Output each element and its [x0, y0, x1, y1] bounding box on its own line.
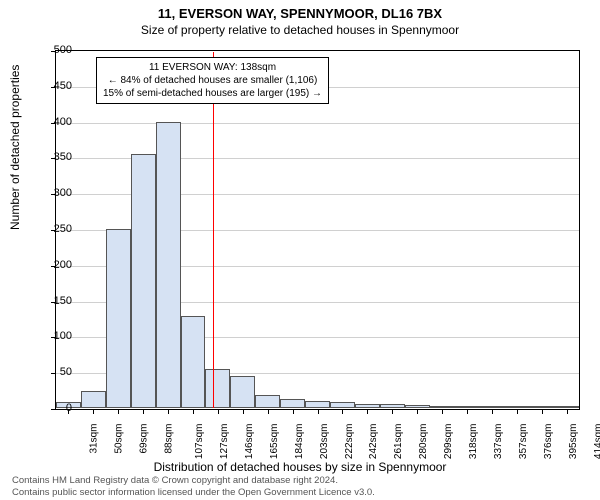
xtick-label: 376sqm: [543, 424, 554, 460]
xtick-mark: [293, 409, 294, 414]
xtick-label: 242sqm: [368, 424, 379, 460]
ytick-label: 0: [66, 402, 72, 414]
footer-attribution: Contains HM Land Registry data © Crown c…: [12, 475, 375, 498]
chart-title-line2: Size of property relative to detached ho…: [0, 21, 600, 37]
xtick-label: 88sqm: [164, 424, 175, 454]
xtick-mark: [367, 409, 368, 414]
histogram-bar: [280, 399, 305, 408]
histogram-bar: [405, 405, 430, 408]
histogram-bar: [255, 395, 280, 408]
ytick-label: 100: [54, 330, 72, 342]
xtick-label: 299sqm: [443, 424, 454, 460]
xtick-label: 146sqm: [244, 424, 255, 460]
footer-line1: Contains HM Land Registry data © Crown c…: [12, 475, 375, 486]
ytick-label: 150: [54, 295, 72, 307]
xtick-mark: [392, 409, 393, 414]
xtick-mark: [168, 409, 169, 414]
ytick-mark: [51, 373, 56, 374]
annotation-line: ← 84% of detached houses are smaller (1,…: [103, 74, 322, 87]
histogram-bar: [106, 229, 131, 408]
x-axis-label: Distribution of detached houses by size …: [0, 460, 600, 474]
histogram-bar: [355, 404, 380, 408]
xtick-mark: [318, 409, 319, 414]
xtick-mark: [467, 409, 468, 414]
xtick-label: 318sqm: [468, 424, 479, 460]
footer-line2: Contains public sector information licen…: [12, 487, 375, 498]
ytick-label: 350: [54, 151, 72, 163]
xtick-mark: [243, 409, 244, 414]
xtick-mark: [567, 409, 568, 414]
histogram-bar: [81, 391, 106, 408]
xtick-label: 50sqm: [114, 424, 125, 454]
xtick-label: 261sqm: [393, 424, 404, 460]
chart-title-line1: 11, EVERSON WAY, SPENNYMOOR, DL16 7BX: [0, 0, 600, 21]
xtick-mark: [268, 409, 269, 414]
xtick-label: 127sqm: [219, 424, 230, 460]
ytick-label: 400: [54, 116, 72, 128]
xtick-mark: [517, 409, 518, 414]
histogram-bar: [156, 122, 181, 408]
annotation-line: 11 EVERSON WAY: 138sqm: [103, 61, 322, 74]
xtick-label: 31sqm: [89, 424, 100, 454]
histogram-bar: [529, 406, 554, 408]
annotation-line: 15% of semi-detached houses are larger (…: [103, 87, 322, 100]
xtick-mark: [93, 409, 94, 414]
histogram-bar: [430, 406, 455, 408]
histogram-bar: [454, 406, 479, 408]
xtick-mark: [417, 409, 418, 414]
plot-area: 11 EVERSON WAY: 138sqm← 84% of detached …: [55, 50, 580, 410]
histogram-bar: [181, 316, 206, 408]
xtick-mark: [118, 409, 119, 414]
xtick-label: 69sqm: [139, 424, 150, 454]
ytick-label: 200: [54, 259, 72, 271]
xtick-mark: [492, 409, 493, 414]
histogram-bar: [504, 406, 529, 408]
xtick-label: 184sqm: [294, 424, 305, 460]
xtick-label: 337sqm: [493, 424, 504, 460]
xtick-label: 414sqm: [593, 424, 600, 460]
xtick-mark: [143, 409, 144, 414]
xtick-mark: [442, 409, 443, 414]
histogram-bar: [230, 376, 255, 408]
histogram-bar: [479, 406, 504, 408]
chart-area: 11 EVERSON WAY: 138sqm← 84% of detached …: [55, 50, 580, 410]
annotation-box: 11 EVERSON WAY: 138sqm← 84% of detached …: [96, 57, 329, 104]
xtick-mark: [342, 409, 343, 414]
xtick-label: 280sqm: [418, 424, 429, 460]
histogram-bar: [205, 369, 230, 408]
xtick-mark: [542, 409, 543, 414]
y-axis-label: Number of detached properties: [8, 65, 22, 230]
grid-line: [56, 123, 579, 124]
xtick-label: 222sqm: [344, 424, 355, 460]
histogram-bar: [131, 154, 156, 408]
histogram-bar: [380, 404, 405, 408]
histogram-bar: [305, 401, 330, 408]
xtick-label: 395sqm: [568, 424, 579, 460]
ytick-label: 450: [54, 80, 72, 92]
histogram-bar: [554, 406, 579, 408]
ytick-label: 250: [54, 223, 72, 235]
xtick-label: 165sqm: [269, 424, 280, 460]
ytick-label: 500: [54, 44, 72, 56]
xtick-label: 203sqm: [319, 424, 330, 460]
ytick-label: 300: [54, 187, 72, 199]
xtick-mark: [193, 409, 194, 414]
chart-container: 11, EVERSON WAY, SPENNYMOOR, DL16 7BX Si…: [0, 0, 600, 500]
ytick-mark: [51, 409, 56, 410]
xtick-label: 357sqm: [518, 424, 529, 460]
xtick-mark: [218, 409, 219, 414]
ytick-label: 50: [60, 366, 72, 378]
reference-line: [213, 52, 214, 408]
xtick-label: 107sqm: [194, 424, 205, 460]
histogram-bar: [330, 402, 355, 408]
